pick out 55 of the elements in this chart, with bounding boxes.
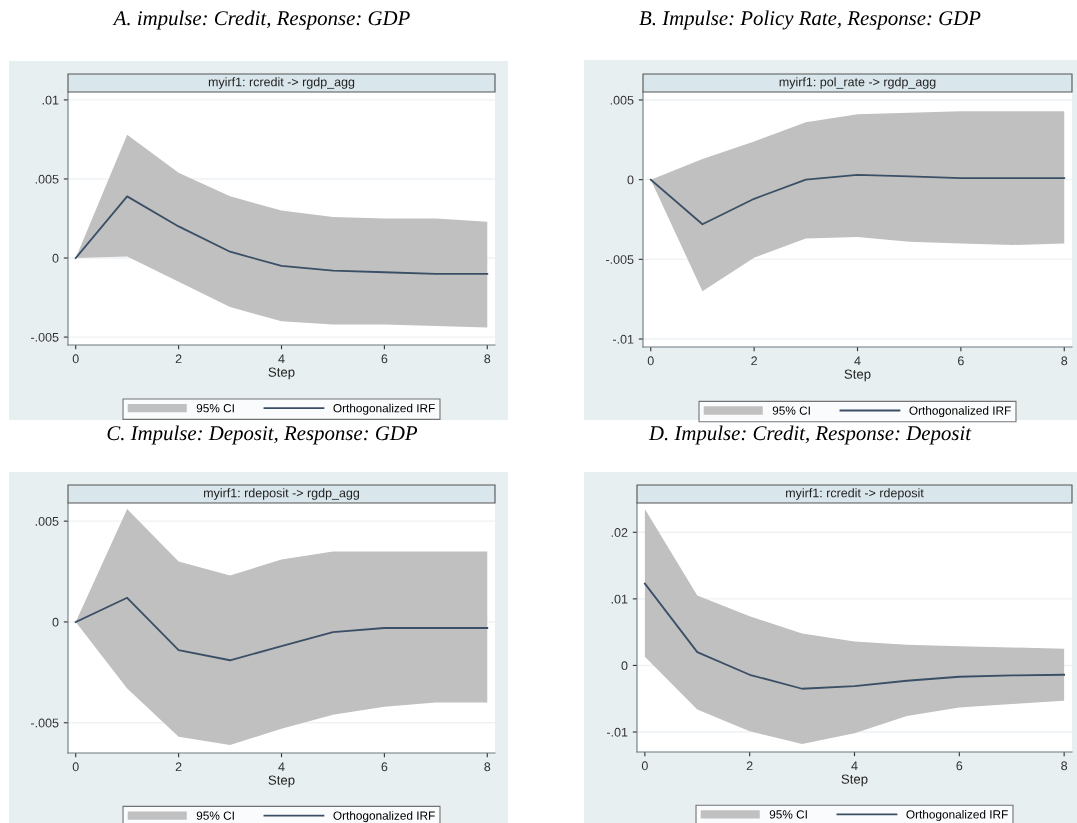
y-tick-label: -.01 xyxy=(612,334,634,344)
y-tick-label: -.005 xyxy=(31,718,59,728)
y-tick-label: .005 xyxy=(35,174,59,184)
x-tick-label: 6 xyxy=(956,761,963,771)
y-tick-label: 0 xyxy=(627,175,634,185)
chart-title: A. impulse: Credit, Response: GDP xyxy=(112,10,410,30)
chart-subtitle: myirf1: pol_rate -> rgdp_agg xyxy=(779,77,936,89)
x-tick-label: 8 xyxy=(1061,761,1068,771)
x-tick-label: 6 xyxy=(381,762,388,772)
y-tick-label: 0 xyxy=(52,617,59,627)
text: 95% CI xyxy=(769,810,807,819)
x-tick-label: 6 xyxy=(381,354,388,364)
x-tick-label: 2 xyxy=(175,762,182,772)
x-tick-label: 6 xyxy=(958,356,964,366)
x-tick-label: 4 xyxy=(851,761,858,771)
x-tick-label: 4 xyxy=(278,762,285,772)
legend-label: Orthogonalized IRF xyxy=(333,403,435,415)
legend-label: Orthogonalized IRF xyxy=(906,809,1008,821)
y-tick-label: -.01 xyxy=(606,727,628,737)
x-tick-label: 8 xyxy=(484,762,491,772)
y-tick-label: .005 xyxy=(35,516,59,526)
x-tick-label: 8 xyxy=(1061,356,1068,366)
y-tick-label: .01 xyxy=(611,594,628,604)
y-tick-label: 0 xyxy=(52,253,59,263)
x-tick-label: 2 xyxy=(746,761,753,771)
text: 95% CI xyxy=(772,406,810,415)
chart-title: C. Impulse: Deposit, Response: GDP xyxy=(107,425,418,445)
text: 95% CI xyxy=(196,404,234,413)
text: 95% CI xyxy=(196,811,234,820)
x-tick-label: 4 xyxy=(854,356,861,366)
y-tick-label: -.005 xyxy=(606,255,634,264)
x-tick-label: 0 xyxy=(647,356,654,366)
x-axis-title: Step xyxy=(844,369,871,382)
x-tick-label: 0 xyxy=(72,354,79,364)
chart-subtitle: myirf1: rdeposit -> rgdp_agg xyxy=(204,488,360,500)
x-tick-label: 4 xyxy=(278,354,285,364)
y-tick-label: .02 xyxy=(611,528,628,537)
y-tick-label: .005 xyxy=(610,95,634,105)
x-tick-label: 2 xyxy=(175,354,182,364)
chart-title: D. Impulse: Credit, Response: Deposit xyxy=(648,425,972,445)
legend-label: Orthogonalized IRF xyxy=(909,406,1011,418)
y-tick-label: .01 xyxy=(42,95,59,105)
x-tick-label: 8 xyxy=(484,354,491,364)
y-tick-label: 0 xyxy=(621,661,628,671)
legend-label: Orthogonalized IRF xyxy=(333,811,435,823)
chart-title: B. Impulse: Policy Rate, Response: GDP xyxy=(639,10,981,30)
chart-subtitle: myirf1: rcredit -> rdeposit xyxy=(786,488,924,500)
y-tick-label: -.005 xyxy=(31,332,59,342)
x-tick-label: 0 xyxy=(641,761,648,771)
chart-subtitle: myirf1: rcredit -> rgdp_agg xyxy=(208,77,355,89)
x-axis-title: Step xyxy=(268,775,295,788)
x-axis-title: Step xyxy=(841,774,868,787)
x-axis-title: Step xyxy=(268,367,295,380)
x-tick-label: 2 xyxy=(751,356,757,366)
x-tick-label: 0 xyxy=(72,762,79,772)
